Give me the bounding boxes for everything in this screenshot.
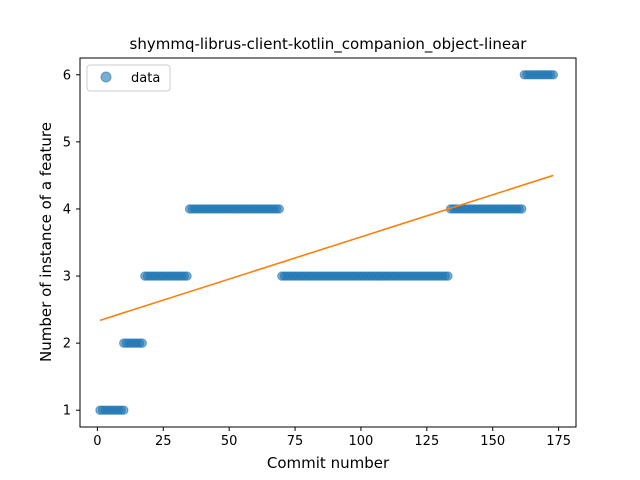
y-tick-label: 4	[63, 202, 71, 217]
y-tick-label: 1	[63, 404, 71, 419]
legend: data	[86, 64, 171, 92]
x-tick-label: 75	[287, 434, 304, 449]
data-point	[517, 204, 527, 214]
y-tick-label: 6	[63, 68, 71, 83]
plot-area	[80, 58, 576, 427]
chart-title: shymmq-librus-client-kotlin_companion_ob…	[130, 35, 528, 54]
y-tick-label: 5	[63, 135, 71, 150]
fit-line	[99, 174, 554, 322]
data-point	[443, 271, 453, 281]
data-point	[274, 204, 284, 214]
x-tick-label: 125	[414, 434, 439, 449]
fit-line-layer	[99, 174, 554, 322]
x-tick-label: 25	[155, 434, 172, 449]
plot-frame	[79, 57, 577, 428]
data-point	[137, 338, 147, 348]
data-point	[119, 405, 129, 415]
x-tick-label: 175	[546, 434, 571, 449]
data-point	[182, 271, 192, 281]
x-axis: 0 25 50 75 100 125 150 175	[93, 427, 571, 449]
legend-marker	[100, 71, 112, 83]
y-axis-label: Number of instance of a feature	[37, 122, 55, 362]
x-tick-label: 150	[480, 434, 505, 449]
x-tick-label: 100	[349, 434, 374, 449]
y-tick-label: 2	[63, 337, 71, 352]
y-tick-label: 3	[63, 270, 71, 285]
scatter-points	[95, 70, 559, 415]
y-axis: 1 2 3 4 5 6	[63, 68, 80, 419]
x-tick-label: 50	[221, 434, 238, 449]
data-point	[548, 70, 559, 80]
x-axis-label: Commit number	[267, 454, 390, 472]
legend-box	[86, 64, 171, 92]
x-tick-label: 0	[93, 434, 101, 449]
legend-label-data: data	[131, 71, 160, 86]
